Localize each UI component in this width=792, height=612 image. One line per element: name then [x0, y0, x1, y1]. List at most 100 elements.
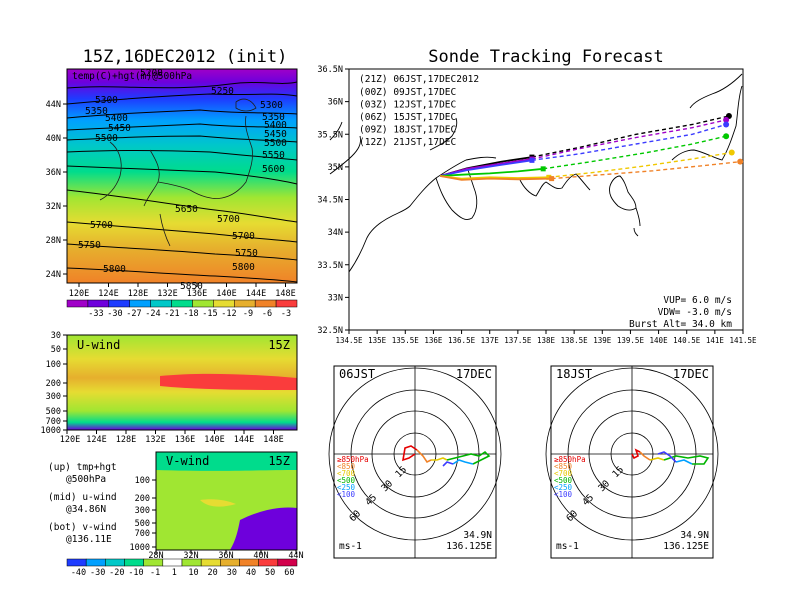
v-wind-y-tick: 500 [135, 519, 150, 529]
track-dashed-line [551, 161, 741, 180]
contour-label: 5200 [140, 68, 163, 79]
u-wind-y-tick: 50 [51, 345, 61, 355]
u-wind-x-tick: 140E [204, 435, 224, 445]
contour-label: 5750 [235, 248, 258, 259]
wind-colorbar-label: 10 [188, 568, 198, 578]
hodograph-trace [452, 459, 474, 465]
param-burst: Burst Alt= 34.0 km [629, 319, 732, 330]
u-wind-y-tick: 200 [46, 379, 61, 389]
hodograph-level: <850 [337, 462, 356, 471]
hodograph-trace [401, 445, 418, 462]
contour-label: 5850 [180, 281, 203, 292]
contour-label: 5500 [264, 138, 287, 149]
colorbar-label: -15 [202, 309, 217, 319]
hodograph-lon: 136.125E [663, 541, 709, 552]
v-wind-y-tick: 700 [135, 529, 150, 539]
wind-colorbar-swatch [66, 558, 87, 567]
track-marker [546, 174, 552, 180]
hodograph-level: <500 [337, 476, 356, 485]
legend-mid-line2: @34.86N [66, 504, 106, 515]
wind-colorbar-swatch [162, 558, 183, 567]
jet-core [160, 373, 297, 390]
colorbar-label: -33 [88, 309, 103, 319]
track-map: 134.5E 135E 135.5E 136E 136.5E 137E 137.5E 138E… [317, 65, 757, 345]
contour-label: 5600 [262, 164, 285, 175]
wind-colorbar-swatch [143, 558, 164, 567]
wind-colorbar-swatch [105, 558, 125, 567]
v-wind-x-tick: 40N [253, 551, 268, 561]
hodograph-level: <100 [337, 490, 356, 499]
wind-colorbar-swatch [181, 558, 202, 567]
track-legend-entry: (03Z) 12JST,17DEC [359, 100, 456, 111]
left-title: 15Z,16DEC2012 (init) [83, 47, 288, 67]
track-marker [529, 157, 535, 163]
top-map-y-tick: 36N [46, 168, 61, 178]
track-y-tick: 36.5N [317, 65, 343, 75]
top-map-y-tick: 24N [46, 270, 61, 280]
hodograph-time: 18JST [556, 367, 592, 381]
track-legend: (00Z) 09JST,17DEC (03Z) 12JST,17DEC(06Z) … [359, 87, 456, 148]
hodograph-trace [675, 459, 693, 465]
hodograph-unit: ms-1 [339, 541, 362, 552]
u-wind-label: U-wind [77, 338, 120, 352]
track-solid-line [440, 167, 544, 177]
right-title: Sonde Tracking Forecast [428, 47, 663, 67]
legend-bot-line2: @136.11E [66, 534, 112, 545]
wind-colorbar-swatch [220, 558, 240, 567]
top-map-x-tick: 140E [216, 289, 236, 299]
contour-label: 5400 [264, 120, 287, 131]
wind-colorbar-label: -40 [71, 568, 86, 578]
track-axes: 134.5E 135E 135.5E 136E 136.5E 137E 137.5E 138E… [317, 65, 757, 345]
wind-colorbar-swatch [258, 558, 279, 567]
track-legend-entry: (09Z) 18JST,17DEC [359, 125, 456, 136]
track-dashed-line [531, 115, 730, 158]
track-solid-line [440, 159, 533, 177]
v-wind-x-tick: 36N [218, 551, 233, 561]
colorbar-swatch [150, 299, 172, 308]
colorbar-swatch [171, 299, 193, 308]
top-map-y-tick: 44N [46, 100, 61, 110]
hodograph-trace [663, 455, 710, 465]
track-x-tick: 137E [481, 336, 500, 345]
track-x-tick: 141E [706, 336, 725, 345]
u-wind-y-tick: 30 [51, 331, 61, 341]
top-map-x-tick: 148E [275, 289, 295, 299]
contour-label: 5300 [95, 95, 118, 106]
colorbar-label: -30 [107, 309, 122, 319]
track-y-tick: 33.5N [317, 261, 343, 271]
v-wind-y-tick: 1000 [130, 543, 150, 553]
track-x-tick: 141.5E [729, 336, 757, 345]
contour-label: 5250 [211, 86, 234, 97]
contour-label: 5400 [105, 113, 128, 124]
hodograph-unit: ms-1 [556, 541, 579, 552]
hodograph-level: <500 [554, 476, 573, 485]
track-y-tick: 36N [328, 98, 343, 108]
track-end-point [723, 121, 730, 128]
temp-colorbar: -33 -30 -27 -24 -21 -18 -15 -12 -9 -6 -3 [66, 299, 298, 319]
track-y-tick: 35.5N [317, 130, 343, 140]
colorbar-label: -12 [221, 309, 236, 319]
top-map-x-tick: 144E [246, 289, 266, 299]
v-wind-y-tick: 300 [135, 506, 150, 516]
legend-mid-line1: (mid) u-wind [48, 492, 117, 503]
track-y-tick: 33N [328, 293, 343, 303]
colorbar-swatch [254, 299, 277, 308]
hodograph-time: 06JST [339, 367, 375, 381]
top-map-x-tick: 132E [157, 289, 177, 299]
contour-label: 5650 [175, 204, 198, 215]
u-wind-y-tick: 1000 [41, 426, 61, 436]
contour-label: 5450 [108, 123, 131, 134]
hodograph-level: <850 [554, 462, 573, 471]
track-coastlines [329, 73, 743, 273]
colorbar-swatch [234, 299, 256, 308]
u-wind-y-tick: 700 [46, 417, 61, 427]
wind-colorbar-label: 50 [265, 568, 275, 578]
hodograph-trace [431, 457, 448, 461]
colorbar-label: -27 [126, 309, 141, 319]
wind-colorbar-label: 60 [284, 568, 294, 578]
colorbar-swatch [213, 299, 235, 308]
track-x-tick: 137.5E [504, 336, 532, 345]
wind-colorbar-swatch [277, 558, 298, 567]
